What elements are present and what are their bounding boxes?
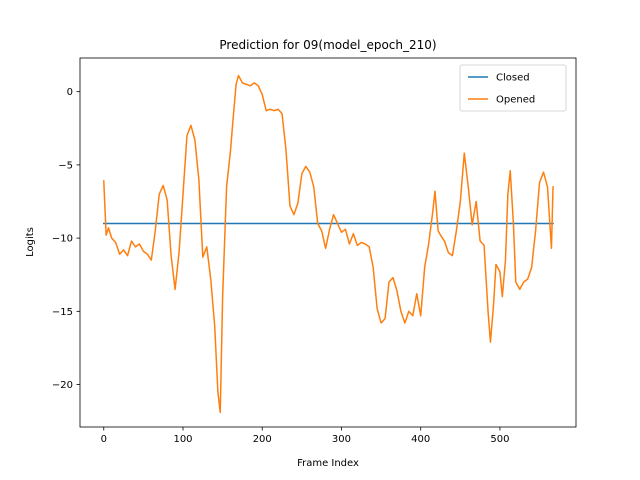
axes: 0 100 200 300 400 500 0 −5 −10 −15 −20: [52, 57, 577, 445]
series-line-opened: [102, 74, 554, 414]
x-tick-label: 300: [332, 434, 351, 445]
y-tick-label: −10: [52, 234, 73, 245]
y-tick-label: −20: [52, 380, 73, 391]
plot-area: [102, 74, 554, 414]
x-tick-label: 400: [411, 434, 430, 445]
y-axis-label: Logits: [25, 227, 36, 257]
legend-label-closed: Closed: [496, 73, 530, 84]
chart-title: Prediction for 09(model_epoch_210): [219, 38, 436, 52]
axes-frame: [79, 57, 577, 428]
x-tick-label: 0: [101, 434, 107, 445]
legend-label-opened: Opened: [496, 95, 535, 106]
legend: Closed Opened: [459, 64, 567, 112]
y-tick-label: −5: [58, 160, 73, 171]
x-tick-label: 200: [253, 434, 272, 445]
x-axis-label: Frame Index: [297, 458, 359, 469]
x-tick-label: 500: [490, 434, 509, 445]
x-tick-label: 100: [173, 434, 192, 445]
y-tick-label: 0: [67, 87, 73, 98]
y-tick-label: −15: [52, 307, 73, 318]
